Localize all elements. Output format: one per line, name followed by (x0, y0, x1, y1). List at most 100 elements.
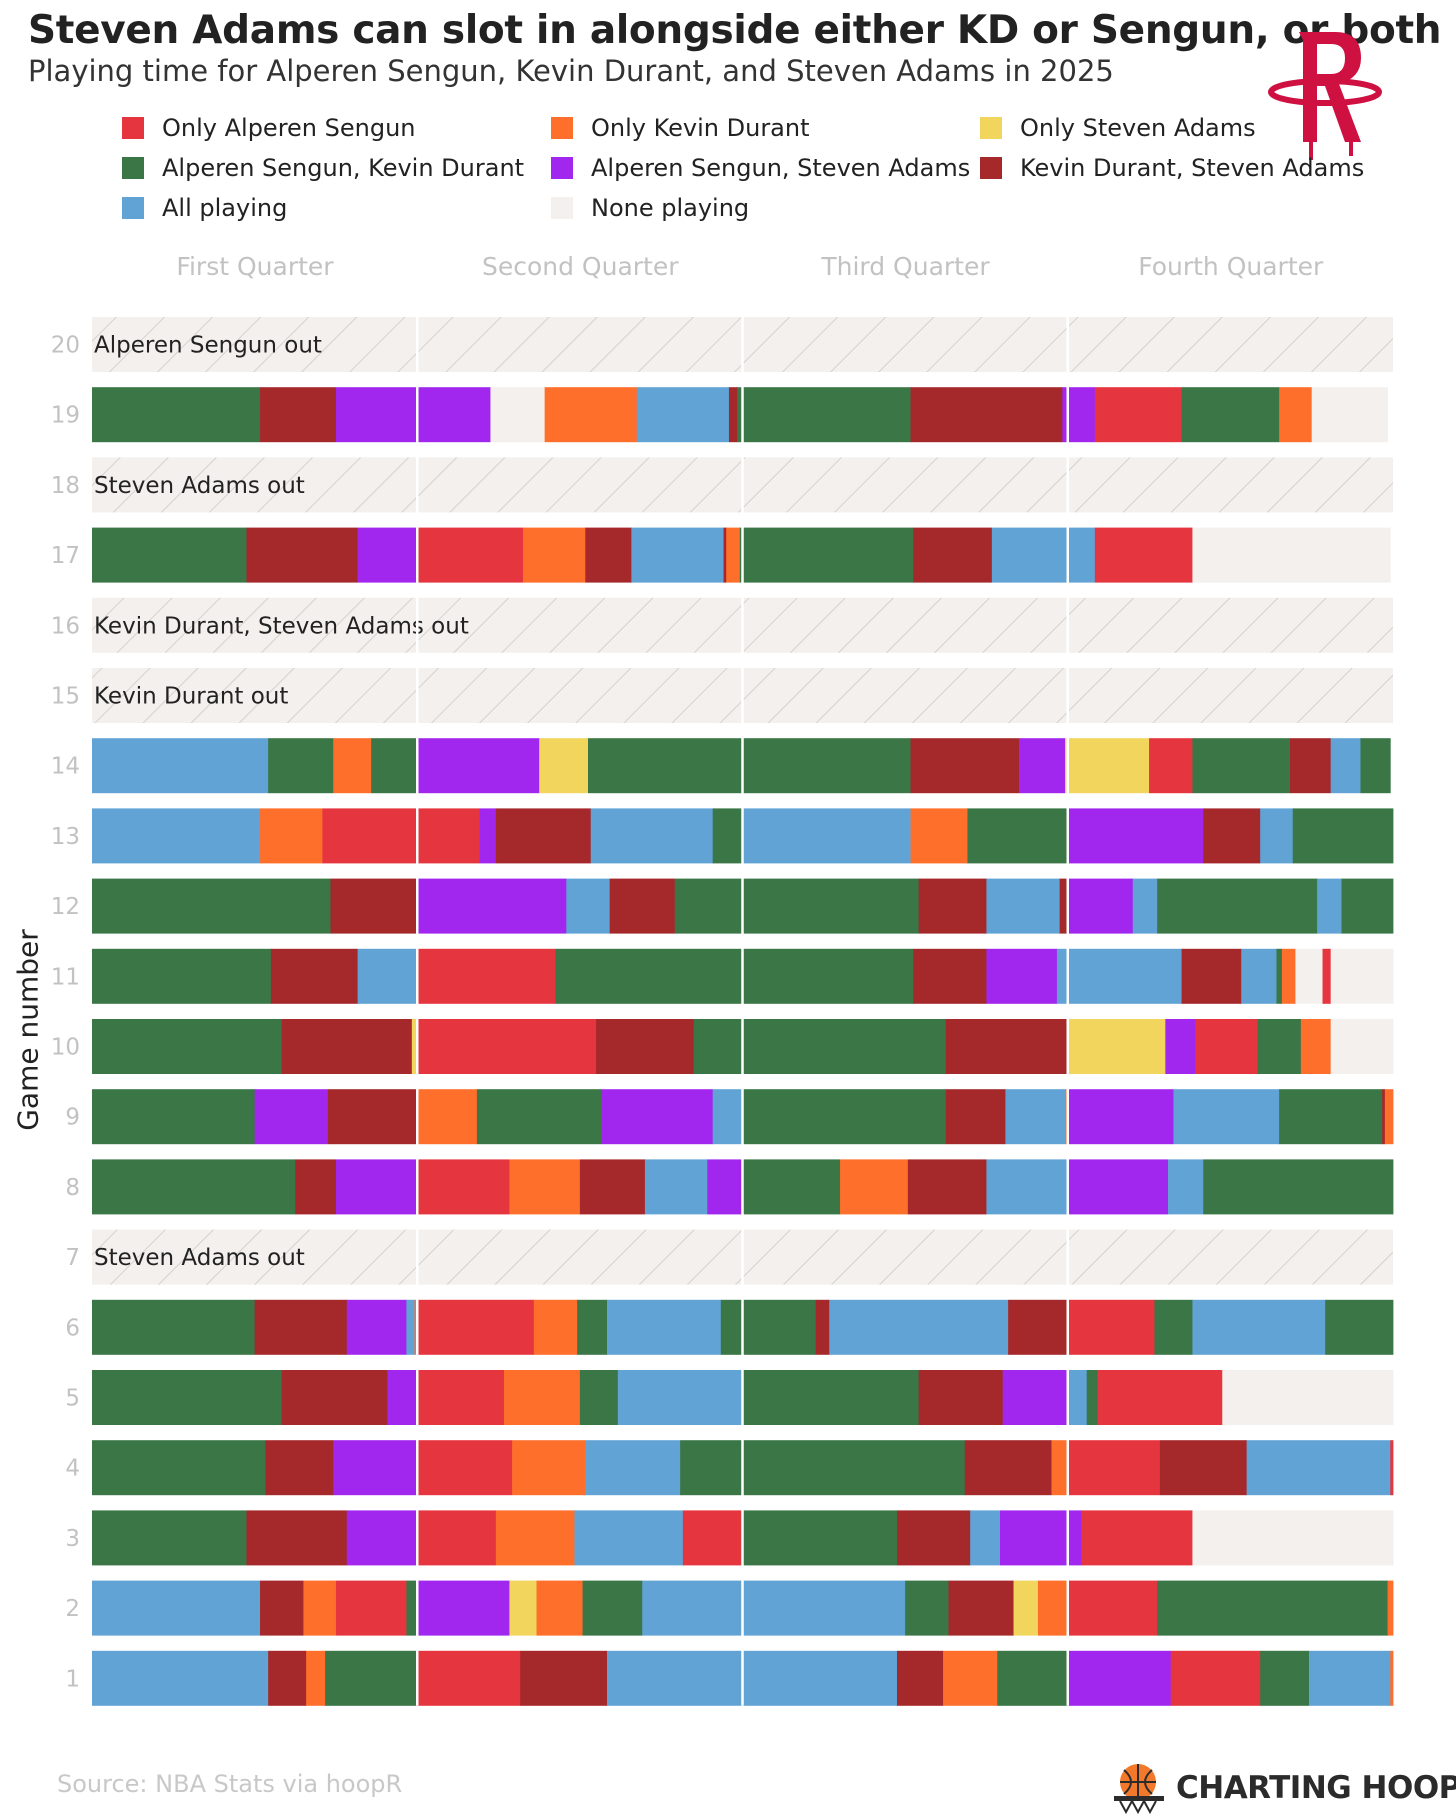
segment-s (1170, 1650, 1261, 1706)
segment-all (829, 1299, 1009, 1355)
segment-s (417, 1440, 513, 1496)
segment-da (910, 738, 1020, 794)
segment-d (1037, 1580, 1069, 1636)
segment-all (617, 1370, 743, 1425)
segment-a (1067, 1019, 1166, 1074)
game-number-label: 15 (51, 684, 80, 710)
segment-sd (742, 1510, 898, 1566)
segment-d (306, 1650, 326, 1706)
segment-s (417, 1159, 510, 1215)
segment-sa (357, 527, 418, 583)
segment-all (92, 1580, 261, 1636)
segment-s (417, 1650, 521, 1706)
segment-sa (1067, 1159, 1169, 1215)
segment-all (1317, 878, 1342, 934)
segment-sd (1276, 948, 1283, 1004)
segment-sd (1203, 1159, 1394, 1215)
legend-item-n: None playing (551, 191, 749, 225)
segment-s (1067, 1299, 1155, 1355)
segment-da (585, 527, 632, 583)
segment-a (539, 738, 589, 794)
segment-all (574, 1510, 684, 1566)
segment-da (1181, 948, 1242, 1004)
segment-da (265, 1440, 334, 1496)
segment-da (246, 527, 359, 583)
segment-sd (742, 1299, 817, 1355)
segment-sa (1018, 738, 1066, 794)
game-row: 1 (65, 1650, 1394, 1706)
segment-s (322, 808, 418, 864)
segment-da (945, 1089, 1006, 1145)
segment-da (918, 1370, 1004, 1425)
quarter-label: Third Quarter (821, 252, 990, 281)
segment-sa (1165, 1019, 1196, 1074)
segment-da (260, 1580, 304, 1636)
segment-sa (346, 1510, 418, 1566)
game-row: 13 (51, 808, 1394, 864)
segment-da (1203, 808, 1261, 864)
game-row: 11 (51, 948, 1394, 1004)
segment-d (495, 1510, 575, 1566)
segment-sd (1292, 808, 1394, 864)
segment-s (1149, 738, 1193, 794)
segment-all (644, 1159, 708, 1215)
legend-label: Only Kevin Durant (591, 114, 810, 142)
segment-all (1067, 948, 1182, 1004)
legend-item-s: Only Alperen Sengun (122, 111, 416, 145)
legend-swatch (551, 117, 573, 139)
segment-sa (417, 1580, 510, 1636)
game-row: 14 (51, 738, 1391, 794)
segment-sd (406, 1580, 418, 1636)
segment-sd (588, 738, 741, 794)
player-out-label: Kevin Durant, Steven Adams out (94, 613, 469, 639)
segment-da (330, 878, 418, 934)
segment-d (1390, 1650, 1394, 1706)
game-number-label: 17 (51, 543, 80, 569)
segment-sa (999, 1510, 1069, 1566)
segment-s (417, 808, 480, 864)
segment-n (1330, 1019, 1394, 1074)
legend-swatch (551, 197, 573, 219)
segment-s (335, 1580, 407, 1636)
segment-all (986, 1159, 1069, 1215)
segment-da (945, 1019, 1069, 1074)
game-row: 4 (65, 1440, 1394, 1496)
segment-all (742, 808, 911, 864)
segment-sd (577, 1299, 608, 1355)
segment-all (606, 1650, 743, 1706)
segment-s (1322, 948, 1332, 1004)
segment-s (1081, 1510, 1193, 1566)
segment-d (533, 1299, 578, 1355)
legend-item-all: All playing (122, 191, 287, 225)
segment-all (1056, 948, 1069, 1004)
legend-swatch (122, 117, 144, 139)
segment-n (1330, 948, 1394, 1004)
segment-all (742, 1580, 906, 1636)
segment-d (1300, 1019, 1332, 1074)
segment-sa (479, 808, 497, 864)
segment-d (512, 1440, 586, 1496)
segment-sd (92, 387, 261, 443)
segment-all (566, 878, 611, 934)
segment-s (1195, 1019, 1258, 1074)
game-row: 17 (51, 527, 1391, 583)
segment-da (896, 1650, 944, 1706)
segment-all (986, 878, 1061, 934)
segment-sd (742, 948, 914, 1004)
segment-sd (92, 1019, 283, 1074)
segment-sa (387, 1370, 418, 1425)
segment-sa (417, 878, 567, 934)
game-number-label: 14 (51, 754, 80, 780)
game-number-label: 9 (65, 1105, 80, 1131)
segment-sd (92, 1159, 296, 1215)
segment-d (1387, 1580, 1394, 1636)
game-number-label: 1 (65, 1666, 80, 1692)
legend-swatch (551, 157, 573, 179)
segment-da (246, 1510, 348, 1566)
segment-all (1192, 1299, 1326, 1355)
segment-a (411, 1019, 418, 1074)
segment-da (1159, 1440, 1248, 1496)
segment-sd (1157, 1580, 1388, 1636)
